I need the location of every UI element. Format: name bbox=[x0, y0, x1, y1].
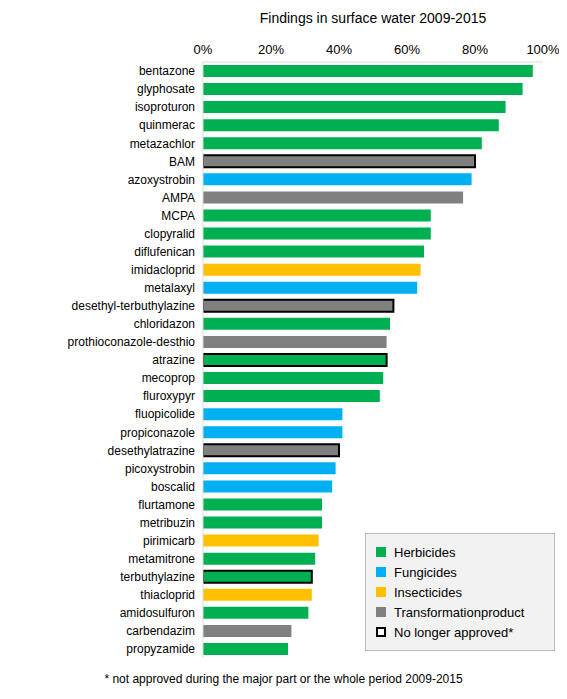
svg-text:pirimicarb: pirimicarb bbox=[143, 534, 195, 548]
svg-text:boscalid: boscalid bbox=[151, 480, 195, 494]
svg-text:picoxystrobin: picoxystrobin bbox=[125, 462, 195, 476]
svg-text:azoxystrobin: azoxystrobin bbox=[128, 173, 195, 187]
svg-text:BAM: BAM bbox=[169, 155, 195, 169]
html-text:No longer approved*: No longer approved* bbox=[394, 624, 514, 640]
svg-text:glyphosate: glyphosate bbox=[137, 82, 195, 96]
svg-text:imidacloprid: imidacloprid bbox=[131, 263, 195, 277]
svg-text:mecoprop: mecoprop bbox=[142, 371, 196, 385]
svg-text:amidosulfuron: amidosulfuron bbox=[120, 606, 195, 620]
svg-text:desethyl-terbuthylazine: desethyl-terbuthylazine bbox=[72, 299, 196, 313]
svg-text:quinmerac: quinmerac bbox=[139, 118, 195, 132]
svg-text:bentazone: bentazone bbox=[139, 64, 195, 78]
html-text:Insecticides: Insecticides bbox=[394, 584, 462, 600]
svg-text:chloridazon: chloridazon bbox=[134, 317, 195, 331]
svg-text:0%: 0% bbox=[194, 42, 213, 57]
html-text:Findings in surface water 2009: Findings in surface water 2009-2015 bbox=[259, 10, 487, 26]
svg-text:metamitrone: metamitrone bbox=[128, 552, 195, 566]
svg-text:metalaxyl: metalaxyl bbox=[144, 281, 195, 295]
svg-text:fluroxypyr: fluroxypyr bbox=[143, 389, 195, 403]
svg-text:fluopicolide: fluopicolide bbox=[135, 407, 195, 421]
svg-text:propiconazole: propiconazole bbox=[120, 426, 195, 440]
svg-text:metribuzin: metribuzin bbox=[140, 516, 195, 530]
html-text:* not approved during the majo: * not approved during the major part or … bbox=[104, 672, 463, 686]
svg-text:20%: 20% bbox=[258, 42, 284, 57]
svg-text:isoproturon: isoproturon bbox=[135, 100, 195, 114]
svg-text:carbendazim: carbendazim bbox=[126, 624, 195, 638]
svg-text:metazachlor: metazachlor bbox=[130, 137, 195, 151]
svg-text:100%: 100% bbox=[526, 42, 559, 57]
svg-text:propyzamide: propyzamide bbox=[126, 642, 195, 656]
svg-text:prothioconazole-desthio: prothioconazole-desthio bbox=[68, 335, 196, 349]
svg-text:flurtamone: flurtamone bbox=[138, 498, 195, 512]
svg-text:clopyralid: clopyralid bbox=[144, 227, 195, 241]
svg-text:MCPA: MCPA bbox=[161, 209, 195, 223]
svg-text:80%: 80% bbox=[462, 42, 488, 57]
svg-text:60%: 60% bbox=[394, 42, 420, 57]
svg-text:thiacloprid: thiacloprid bbox=[140, 588, 195, 602]
svg-text:diflufenican: diflufenican bbox=[134, 245, 195, 259]
svg-text:40%: 40% bbox=[326, 42, 352, 57]
svg-text:atrazine: atrazine bbox=[152, 353, 195, 367]
html-text:Transformationproduct: Transformationproduct bbox=[394, 604, 525, 620]
html-text:Herbicides: Herbicides bbox=[394, 544, 456, 560]
svg-text:desethylatrazine: desethylatrazine bbox=[108, 444, 196, 458]
html-text:Fungicides: Fungicides bbox=[394, 564, 457, 580]
svg-text:terbuthylazine: terbuthylazine bbox=[120, 570, 195, 584]
svg-text:AMPA: AMPA bbox=[162, 191, 195, 205]
